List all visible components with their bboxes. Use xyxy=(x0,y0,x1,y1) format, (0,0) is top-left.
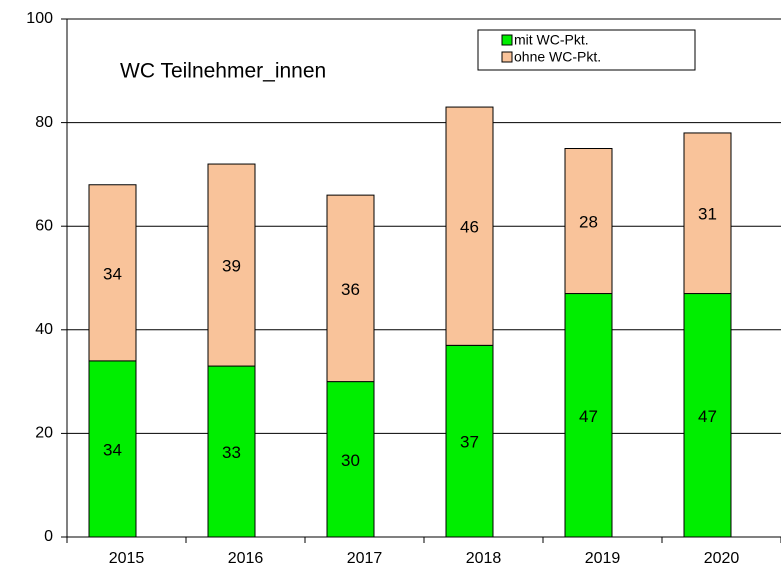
data-label: 46 xyxy=(460,218,479,237)
legend-swatch xyxy=(501,34,513,46)
data-label: 47 xyxy=(579,407,598,426)
bar-segment xyxy=(326,194,375,383)
data-label: 31 xyxy=(698,205,717,224)
legend-box xyxy=(477,29,696,71)
data-label: 34 xyxy=(103,440,122,459)
y-tick-label: 60 xyxy=(35,217,53,234)
data-label: 36 xyxy=(341,280,360,299)
data-label: 39 xyxy=(222,257,241,276)
bar-segment xyxy=(207,365,256,538)
bar-segment xyxy=(326,381,375,538)
data-label: 33 xyxy=(222,443,241,462)
x-tick-label: 2019 xyxy=(585,550,621,567)
x-tick-label: 2015 xyxy=(109,550,145,567)
y-tick-label: 20 xyxy=(35,425,53,442)
legend-label: mit WC-Pkt. xyxy=(514,32,589,48)
data-label: 37 xyxy=(460,433,479,452)
bar-segment xyxy=(445,344,494,538)
bar-segment xyxy=(564,293,613,538)
data-label: 34 xyxy=(103,264,122,283)
legend-label: ohne WC-Pkt. xyxy=(514,49,601,65)
x-tick-label: 2017 xyxy=(347,550,383,567)
y-tick-label: 40 xyxy=(35,321,53,338)
bar-segment xyxy=(207,163,256,367)
y-tick-label: 100 xyxy=(26,10,53,27)
x-tick-label: 2020 xyxy=(704,550,740,567)
x-tick-label: 2016 xyxy=(228,550,264,567)
bar-segment xyxy=(445,106,494,346)
data-label: 30 xyxy=(341,451,360,470)
chart-title: WC Teilnehmer_innen xyxy=(120,60,326,83)
y-tick-label: 80 xyxy=(35,114,53,131)
bar-segment xyxy=(564,148,613,295)
data-label: 47 xyxy=(698,407,717,426)
x-tick-label: 2018 xyxy=(466,550,502,567)
bar-segment xyxy=(88,184,137,362)
data-label: 28 xyxy=(579,213,598,232)
bar-segment xyxy=(683,132,732,295)
bar-segment xyxy=(683,293,732,538)
legend-swatch xyxy=(501,51,513,63)
y-tick-label: 0 xyxy=(44,528,53,545)
